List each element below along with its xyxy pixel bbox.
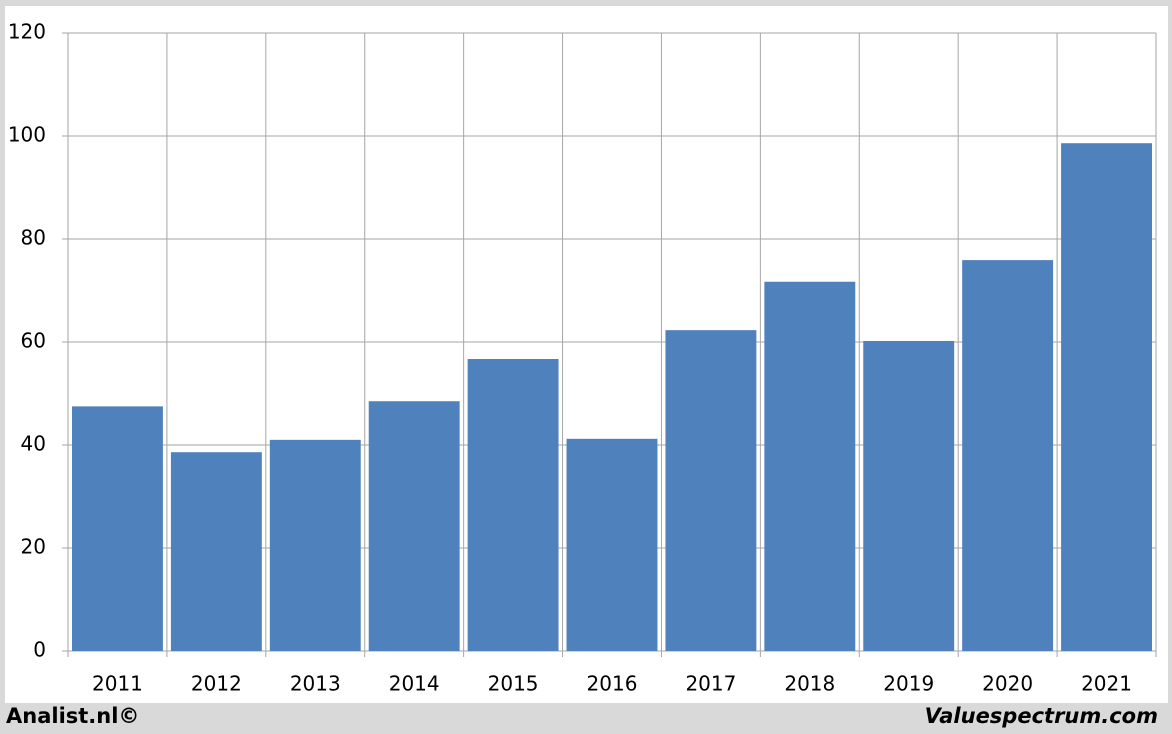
- credit-right: Valuespectrum.com: [925, 704, 1158, 728]
- x-tick-label: 2016: [587, 672, 638, 696]
- y-tick-label: 80: [21, 226, 46, 250]
- bar: [368, 401, 460, 651]
- x-tick-label: 2018: [784, 672, 835, 696]
- y-tick-label: 100: [8, 123, 46, 147]
- bar: [467, 358, 559, 651]
- y-tick-label: 120: [8, 20, 46, 44]
- bar: [1061, 143, 1152, 651]
- x-tick-label: 2017: [685, 672, 736, 696]
- x-tick-label: 2021: [1081, 672, 1132, 696]
- bar: [269, 439, 361, 651]
- x-tick-label: 2014: [389, 672, 440, 696]
- bar: [170, 452, 262, 651]
- bar: [863, 340, 955, 651]
- bar: [566, 438, 658, 651]
- bar: [764, 281, 856, 651]
- y-tick-label: 40: [21, 432, 46, 456]
- x-tick-label: 2011: [92, 672, 143, 696]
- y-tick-label: 20: [21, 535, 46, 559]
- x-tick-label: 2015: [488, 672, 539, 696]
- x-tick-label: 2019: [883, 672, 934, 696]
- bar: [665, 330, 757, 651]
- credit-left: Analist.nl©: [6, 704, 139, 728]
- x-tick-label: 2012: [191, 672, 242, 696]
- y-tick-label: 60: [21, 329, 46, 353]
- bar: [962, 260, 1054, 651]
- y-tick-label: 0: [33, 638, 46, 662]
- bar: [72, 406, 163, 651]
- x-tick-label: 2013: [290, 672, 341, 696]
- x-tick-label: 2020: [982, 672, 1033, 696]
